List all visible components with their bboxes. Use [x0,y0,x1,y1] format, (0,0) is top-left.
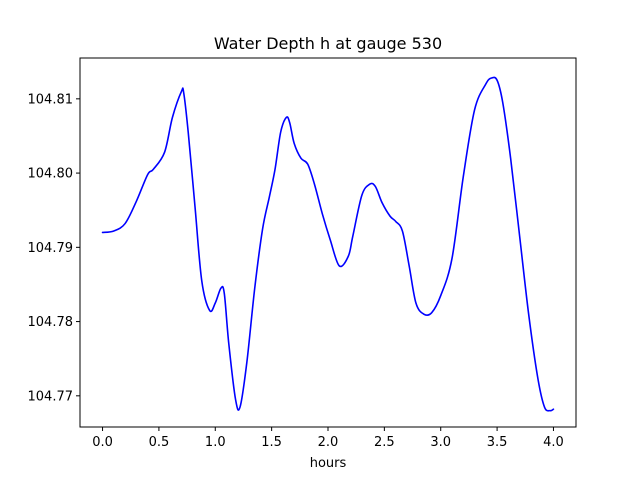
y-tick-label: 104.77 [28,389,74,404]
y-tick-label: 104.81 [28,92,74,107]
x-axis-ticks: 0.0 0.5 1.0 1.5 2.0 2.5 3.0 3.5 4.0 [92,427,564,450]
x-tick-label: 0.5 [149,435,170,450]
x-tick-label: 4.0 [543,435,564,450]
water-depth-series-line [101,76,555,412]
x-tick-label: 3.5 [487,435,508,450]
chart-title: Water Depth h at gauge 530 [214,34,442,53]
x-tick-label: 0.0 [92,435,113,450]
x-tick-label: 2.5 [374,435,395,450]
x-tick-label: 1.0 [205,435,226,450]
x-tick-label: 1.5 [261,435,282,450]
x-axis-label: hours [310,456,347,471]
y-axis-ticks: 104.77 104.78 104.79 104.80 104.81 [28,92,80,404]
y-tick-label: 104.80 [28,167,74,182]
y-tick-label: 104.79 [28,241,74,256]
x-tick-label: 2.0 [318,435,339,450]
plot-area-frame [79,57,577,428]
y-tick-label: 104.78 [28,315,74,330]
x-tick-label: 3.0 [430,435,451,450]
series-layer [101,76,555,412]
